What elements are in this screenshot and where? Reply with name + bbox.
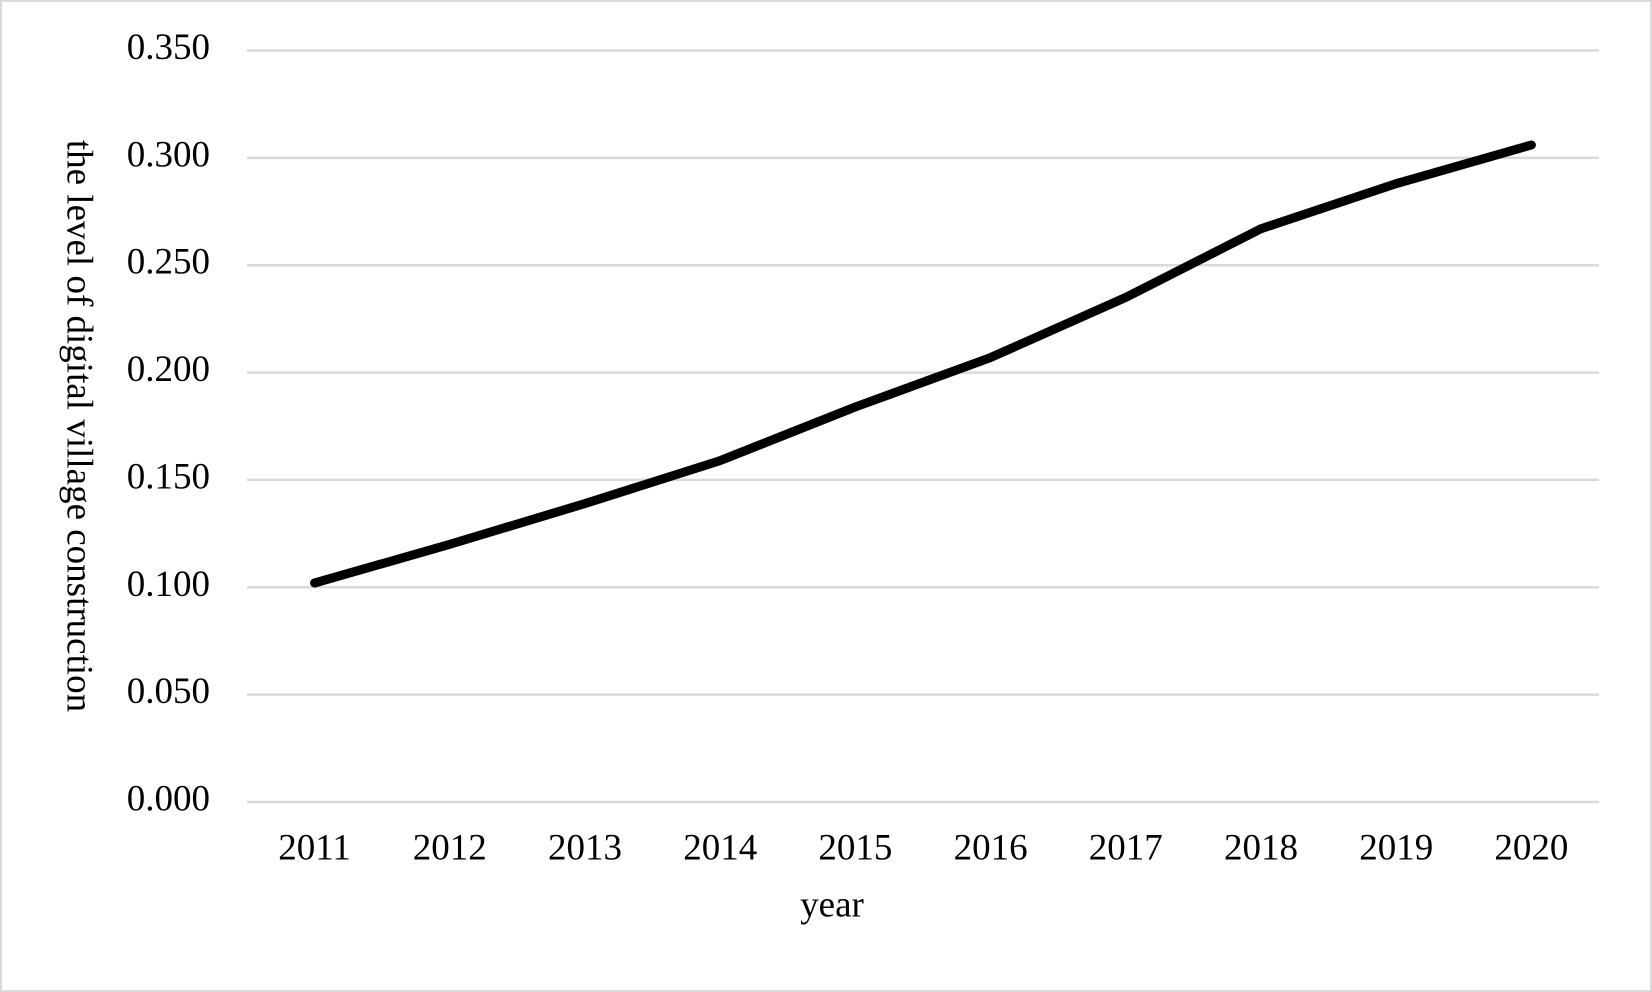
x-axis-label: year [800, 884, 864, 925]
x-tick-label: 2011 [278, 827, 351, 868]
y-tick-label: 0.250 [127, 242, 210, 283]
x-tick-label: 2019 [1359, 827, 1433, 868]
x-tick-label: 2013 [548, 827, 622, 868]
x-tick-label: 2017 [1089, 827, 1163, 868]
y-tick-label: 0.350 [127, 27, 210, 68]
x-tick-label: 2012 [413, 827, 487, 868]
x-tick-label: 2018 [1224, 827, 1298, 868]
y-tick-label: 0.000 [127, 778, 210, 819]
x-tick-label: 2015 [818, 827, 892, 868]
y-tick-label: 0.050 [127, 671, 210, 712]
x-tick-label: 2014 [683, 827, 757, 868]
y-tick-label: 0.150 [127, 456, 210, 497]
y-tick-label: 0.200 [127, 349, 210, 390]
y-tick-label: 0.300 [127, 134, 210, 175]
x-tick-label: 2020 [1494, 827, 1568, 868]
y-tick-label: 0.100 [127, 564, 210, 605]
data-line [310, 140, 1536, 588]
y-axis-label: the level of digital village constructio… [59, 140, 100, 712]
x-tick-label: 2016 [954, 827, 1028, 868]
